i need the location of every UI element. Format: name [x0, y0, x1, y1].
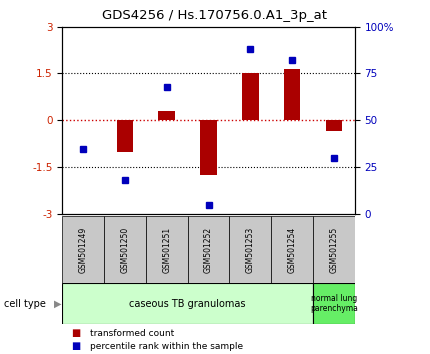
- Bar: [313, 283, 355, 324]
- Text: caseous TB granulomas: caseous TB granulomas: [129, 298, 246, 309]
- Text: ■: ■: [71, 341, 80, 351]
- Text: GSM501249: GSM501249: [79, 227, 88, 273]
- Bar: [146, 216, 187, 283]
- Text: GSM501250: GSM501250: [120, 227, 129, 273]
- Text: GSM501252: GSM501252: [204, 227, 213, 273]
- Text: GSM501253: GSM501253: [246, 227, 255, 273]
- Bar: [326, 120, 342, 131]
- Text: cell type: cell type: [4, 298, 46, 309]
- Text: GDS4256 / Hs.170756.0.A1_3p_at: GDS4256 / Hs.170756.0.A1_3p_at: [102, 9, 328, 22]
- Text: percentile rank within the sample: percentile rank within the sample: [90, 342, 243, 351]
- Text: transformed count: transformed count: [90, 329, 175, 338]
- Bar: [200, 120, 217, 175]
- Text: normal lung
parenchyma: normal lung parenchyma: [310, 294, 358, 313]
- Text: GSM501255: GSM501255: [329, 227, 338, 273]
- Bar: [62, 216, 104, 283]
- Bar: [284, 69, 301, 120]
- Text: ■: ■: [71, 329, 80, 338]
- Text: GSM501254: GSM501254: [288, 227, 297, 273]
- Bar: [271, 216, 313, 283]
- Bar: [187, 216, 230, 283]
- Bar: [230, 216, 271, 283]
- Bar: [158, 111, 175, 120]
- Bar: [117, 120, 133, 152]
- Bar: [62, 283, 313, 324]
- Text: ▶: ▶: [54, 298, 62, 309]
- Bar: [242, 74, 259, 120]
- Bar: [104, 216, 146, 283]
- Bar: [313, 216, 355, 283]
- Text: GSM501251: GSM501251: [162, 227, 171, 273]
